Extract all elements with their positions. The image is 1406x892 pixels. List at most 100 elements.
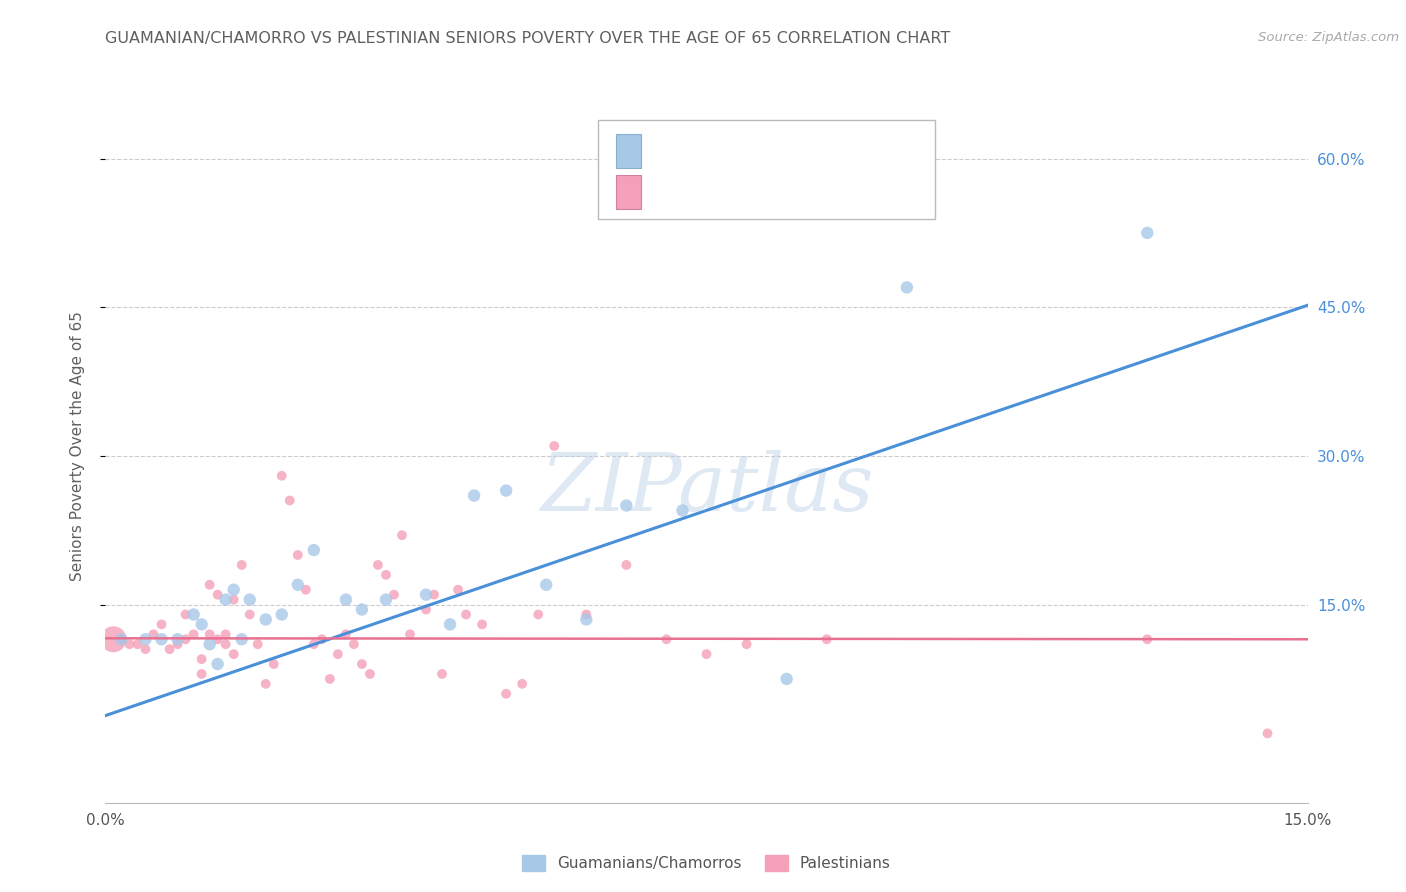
Point — [696, 647, 718, 661]
Point — [454, 607, 477, 622]
Point — [616, 499, 638, 513]
Point — [295, 582, 318, 597]
Point — [207, 657, 229, 671]
Point — [655, 632, 678, 647]
Text: R =: R = — [652, 142, 686, 156]
Point — [222, 592, 245, 607]
Point — [616, 558, 638, 572]
Point — [198, 637, 221, 651]
Point — [198, 627, 221, 641]
Point — [439, 617, 461, 632]
Point — [278, 493, 301, 508]
Point — [575, 612, 598, 626]
Point — [174, 607, 197, 622]
Point — [239, 607, 262, 622]
Point — [254, 612, 277, 626]
Point — [343, 637, 366, 651]
Point — [319, 672, 342, 686]
Point — [270, 468, 292, 483]
Point — [471, 617, 494, 632]
Point — [495, 483, 517, 498]
Point — [374, 592, 398, 607]
Point — [287, 548, 309, 562]
Point — [214, 592, 236, 607]
Point — [207, 588, 229, 602]
Text: -0.004: -0.004 — [695, 181, 754, 199]
Point — [1257, 726, 1279, 740]
Text: 30: 30 — [835, 140, 858, 158]
Point — [231, 558, 253, 572]
Point — [311, 632, 333, 647]
Point — [150, 617, 173, 632]
Point — [430, 667, 453, 681]
Point — [207, 632, 229, 647]
Point — [254, 677, 277, 691]
Point — [174, 632, 197, 647]
Point — [222, 582, 245, 597]
Point — [183, 607, 205, 622]
Point — [335, 627, 357, 641]
Point — [575, 607, 598, 622]
Point — [527, 607, 550, 622]
Point — [495, 687, 517, 701]
Point — [287, 578, 309, 592]
Point — [1136, 632, 1159, 647]
Y-axis label: Seniors Poverty Over the Age of 65: Seniors Poverty Over the Age of 65 — [70, 311, 84, 581]
Point — [391, 528, 413, 542]
Legend: Guamanians/Chamorros, Palestinians: Guamanians/Chamorros, Palestinians — [516, 849, 897, 877]
Point — [110, 632, 132, 647]
Point — [302, 543, 325, 558]
Point — [159, 642, 181, 657]
Point — [415, 602, 437, 616]
Point — [118, 637, 141, 651]
Point — [214, 637, 236, 651]
Point — [374, 567, 398, 582]
Point — [350, 602, 373, 616]
Point — [183, 627, 205, 641]
Text: GUAMANIAN/CHAMORRO VS PALESTINIAN SENIORS POVERTY OVER THE AGE OF 65 CORRELATION: GUAMANIAN/CHAMORRO VS PALESTINIAN SENIOR… — [105, 31, 950, 46]
Point — [190, 652, 212, 666]
Point — [270, 607, 292, 622]
Point — [671, 503, 693, 517]
Text: 0.609: 0.609 — [702, 140, 759, 158]
Point — [103, 632, 125, 647]
Point — [214, 627, 236, 641]
Point — [896, 280, 918, 294]
Point — [190, 617, 212, 632]
Point — [382, 588, 405, 602]
Point — [367, 558, 389, 572]
Point — [463, 489, 485, 503]
Point — [231, 632, 253, 647]
Text: N =: N = — [786, 142, 820, 156]
Point — [350, 657, 373, 671]
Point — [190, 667, 212, 681]
Point — [326, 647, 349, 661]
Point — [447, 582, 470, 597]
Text: ZIPatlas: ZIPatlas — [540, 450, 873, 527]
Point — [815, 632, 838, 647]
Point — [510, 677, 533, 691]
Point — [166, 632, 188, 647]
Point — [198, 578, 221, 592]
Point — [399, 627, 422, 641]
Text: 62: 62 — [835, 181, 858, 199]
Point — [222, 647, 245, 661]
Point — [534, 578, 557, 592]
Point — [302, 637, 325, 651]
Point — [127, 637, 149, 651]
Point — [150, 632, 173, 647]
Point — [135, 642, 157, 657]
Point — [263, 657, 285, 671]
Point — [142, 627, 165, 641]
Point — [135, 632, 157, 647]
Point — [110, 632, 132, 647]
Point — [335, 592, 357, 607]
Point — [1136, 226, 1159, 240]
Text: Source: ZipAtlas.com: Source: ZipAtlas.com — [1258, 31, 1399, 45]
Point — [166, 637, 188, 651]
Point — [239, 592, 262, 607]
Text: R =: R = — [652, 183, 686, 197]
Point — [776, 672, 799, 686]
Point — [423, 588, 446, 602]
Text: N =: N = — [786, 183, 820, 197]
